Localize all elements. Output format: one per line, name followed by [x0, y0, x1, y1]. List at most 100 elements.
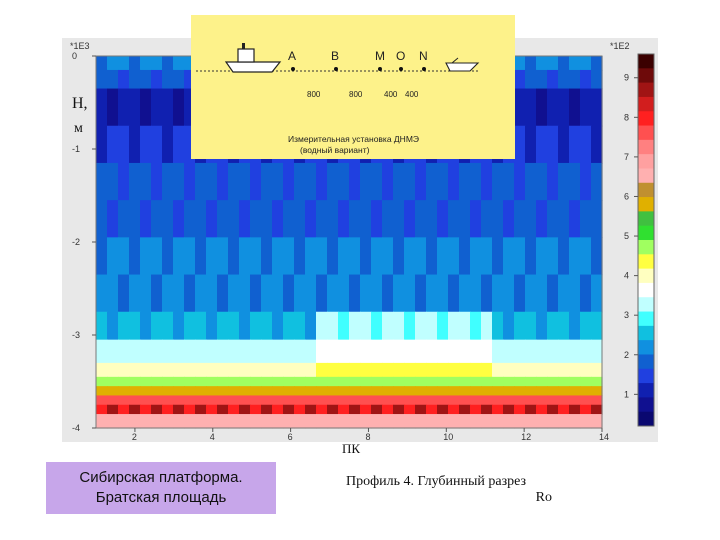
heatmap-cell: [481, 386, 493, 397]
heatmap-cell: [569, 339, 581, 364]
heatmap-cell: [261, 274, 273, 313]
heatmap-cell: [217, 395, 229, 406]
heatmap-cell: [448, 311, 460, 341]
heatmap-cell: [437, 274, 449, 313]
heatmap-cell: [547, 414, 559, 429]
heatmap-cell: [228, 162, 240, 201]
heatmap-cell: [173, 162, 185, 201]
heatmap-cell: [349, 237, 361, 276]
heatmap-cell: [558, 274, 570, 313]
colorbar-swatch: [638, 368, 654, 384]
heatmap-cell: [107, 311, 119, 341]
heatmap-cell: [459, 404, 471, 415]
heatmap-cell: [294, 237, 306, 276]
heatmap-cell: [448, 376, 460, 387]
heatmap-cell: [591, 395, 603, 406]
heatmap-cell: [195, 376, 207, 387]
heatmap-cell: [371, 414, 383, 429]
heatmap-cell: [525, 237, 537, 276]
heatmap-cell: [360, 414, 372, 429]
heatmap-cell: [459, 362, 471, 378]
heatmap-cell: [173, 376, 185, 387]
heatmap-cell: [184, 88, 196, 127]
heatmap-cell: [129, 200, 141, 238]
heatmap-cell: [96, 311, 108, 341]
heatmap-cell: [272, 200, 284, 238]
inset-background: [191, 15, 515, 159]
colorbar-swatch: [638, 96, 654, 112]
heatmap-cell: [459, 395, 471, 406]
heatmap-cell: [151, 362, 163, 378]
heatmap-cell: [305, 200, 317, 238]
heatmap-cell: [129, 56, 141, 71]
heatmap-cell: [195, 386, 207, 397]
heatmap-cell: [470, 404, 482, 415]
heatmap-cell: [228, 386, 240, 397]
spacing-label: 400: [405, 90, 419, 99]
heatmap-cell: [107, 200, 119, 238]
spacing-label: 800: [307, 90, 321, 99]
heatmap-cell: [514, 311, 526, 341]
heatmap-cell: [217, 200, 229, 238]
heatmap-cell: [250, 362, 262, 378]
colorbar-tick-label: 1: [624, 389, 629, 399]
caption-left-line2: Братская площадь: [95, 489, 227, 506]
heatmap-cell: [349, 200, 361, 238]
heatmap-cell: [107, 376, 119, 387]
heatmap-cell: [162, 162, 174, 201]
heatmap-cell: [129, 88, 141, 127]
heatmap-cell: [371, 274, 383, 313]
heatmap-cell: [327, 376, 339, 387]
heatmap-cell: [514, 125, 526, 164]
heatmap-cell: [459, 376, 471, 387]
heatmap-cell: [580, 414, 592, 429]
heatmap-cell: [107, 414, 119, 429]
heatmap-cell: [591, 339, 603, 364]
heatmap-cell: [129, 162, 141, 201]
heatmap-cell: [206, 414, 218, 429]
heatmap-cell: [525, 311, 537, 341]
heatmap-cell: [393, 414, 405, 429]
heatmap-cell: [349, 386, 361, 397]
heatmap-cell: [217, 414, 229, 429]
heatmap-cell: [327, 237, 339, 276]
heatmap-cell: [415, 404, 427, 415]
heatmap-cell: [514, 274, 526, 313]
heatmap-cell: [162, 395, 174, 406]
heatmap-cell: [217, 362, 229, 378]
heatmap-cell: [426, 162, 438, 201]
heatmap-cell: [195, 339, 207, 364]
heatmap-cell: [162, 414, 174, 429]
heatmap-cell: [492, 237, 504, 276]
heatmap-cell: [569, 56, 581, 71]
heatmap-cell: [151, 311, 163, 341]
heatmap-cell: [349, 339, 361, 364]
heatmap-cell: [129, 274, 141, 313]
heatmap-cell: [558, 200, 570, 238]
heatmap-cell: [415, 274, 427, 313]
heatmap-cell: [140, 56, 152, 71]
heatmap-cell: [459, 200, 471, 238]
heatmap-cell: [547, 200, 559, 238]
heatmap-cell: [360, 362, 372, 378]
heatmap-cell: [140, 69, 152, 90]
heatmap-cell: [173, 362, 185, 378]
heatmap-cell: [492, 200, 504, 238]
heatmap-cell: [228, 395, 240, 406]
heatmap-cell: [536, 339, 548, 364]
heatmap-cell: [514, 69, 526, 90]
heatmap-cell: [228, 311, 240, 341]
heatmap-cell: [536, 69, 548, 90]
colorbar-tick-label: 9: [624, 73, 629, 83]
heatmap-cell: [107, 339, 119, 364]
heatmap-cell: [173, 125, 185, 164]
x-tick-label: 8: [365, 432, 370, 442]
heatmap-cell: [503, 274, 515, 313]
heatmap-cell: [481, 339, 493, 364]
heatmap-cell: [415, 237, 427, 276]
heatmap-cell: [393, 376, 405, 387]
heatmap-cell: [151, 162, 163, 201]
heatmap-cell: [558, 414, 570, 429]
x-tick-label: 4: [210, 432, 215, 442]
heatmap-cell: [162, 362, 174, 378]
